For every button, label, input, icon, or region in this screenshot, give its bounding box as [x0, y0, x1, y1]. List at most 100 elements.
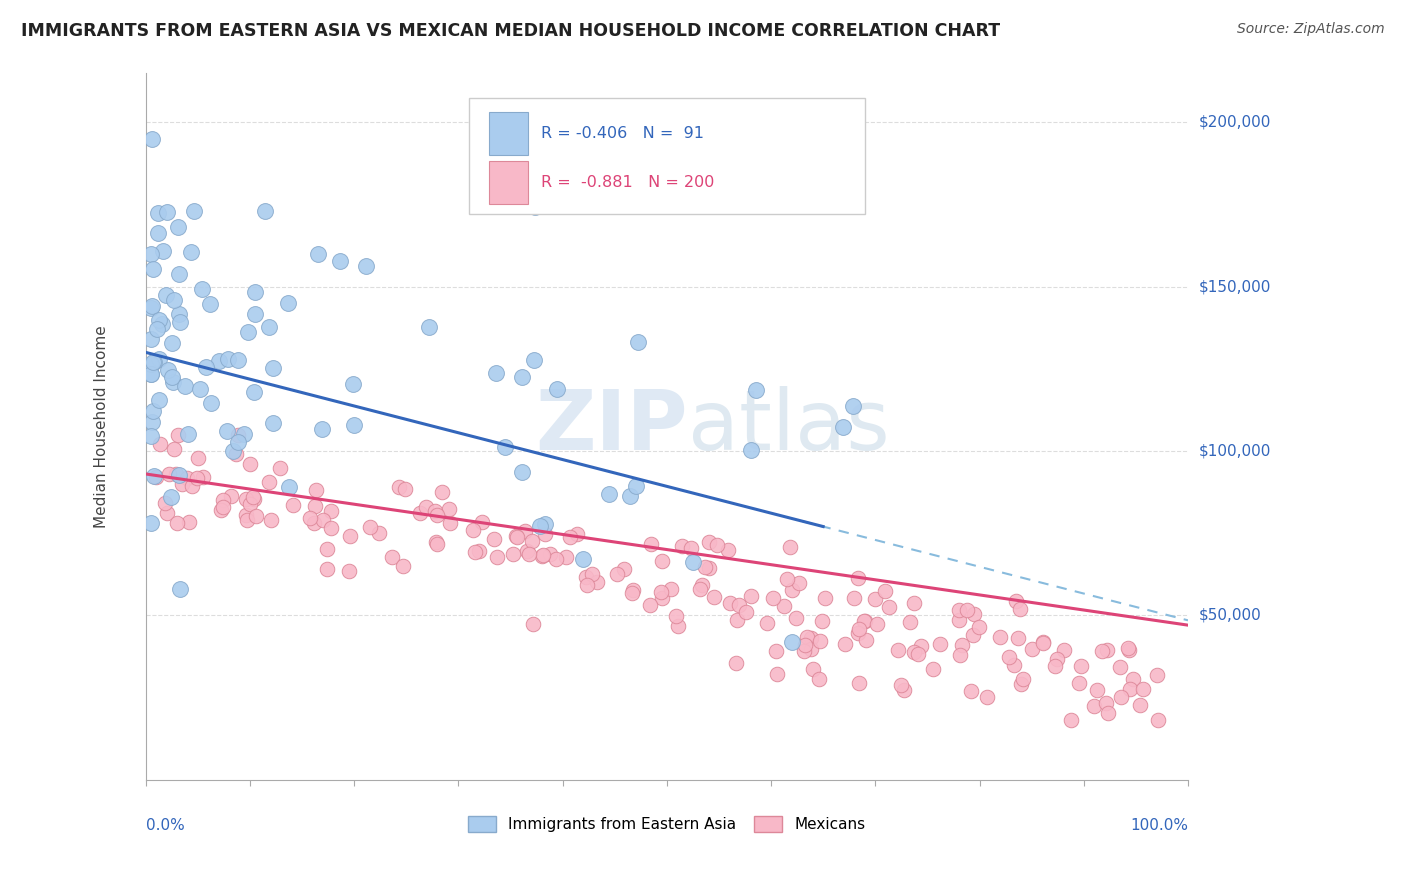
Text: $150,000: $150,000 — [1199, 279, 1271, 294]
Point — [586, 574, 609, 589]
Point — [156, 363, 179, 377]
Point — [575, 570, 598, 584]
Text: R =  -0.881   N = 200: R = -0.881 N = 200 — [541, 175, 714, 190]
Point — [494, 440, 516, 454]
Point — [621, 583, 644, 598]
Point — [1032, 635, 1054, 649]
Point — [1122, 672, 1144, 686]
Point — [139, 332, 162, 346]
Point — [139, 301, 162, 316]
Point — [1010, 676, 1032, 690]
Point — [531, 549, 554, 563]
Point — [312, 513, 335, 527]
Point — [682, 555, 704, 569]
Point — [219, 489, 242, 503]
Point — [211, 493, 233, 508]
Point — [484, 532, 506, 546]
Point — [176, 427, 198, 442]
Point — [426, 508, 449, 523]
Point — [187, 451, 209, 466]
Point — [949, 648, 972, 662]
Point — [150, 317, 173, 331]
Point — [650, 585, 672, 599]
Point — [598, 487, 620, 501]
Point — [866, 617, 889, 632]
Point — [624, 479, 647, 493]
Point — [640, 537, 662, 551]
Point — [1085, 683, 1108, 698]
Point — [1091, 644, 1114, 658]
Point — [148, 351, 170, 366]
Point — [319, 504, 342, 518]
Point — [1067, 676, 1090, 690]
Point — [855, 632, 877, 647]
Point — [1095, 643, 1118, 657]
Point — [190, 282, 212, 296]
Point — [262, 416, 284, 430]
Point — [877, 600, 900, 615]
FancyBboxPatch shape — [468, 98, 865, 214]
Point — [437, 502, 460, 516]
Point — [1146, 714, 1168, 728]
Point — [217, 351, 239, 366]
Point — [269, 461, 291, 475]
Point — [337, 564, 360, 578]
Point — [765, 644, 787, 658]
Legend: Immigrants from Eastern Asia, Mexicans: Immigrants from Eastern Asia, Mexicans — [468, 816, 865, 832]
Point — [215, 425, 238, 439]
Point — [853, 614, 876, 628]
Point — [1021, 642, 1043, 657]
Point — [155, 506, 177, 520]
Point — [470, 515, 492, 529]
Point — [1097, 706, 1119, 720]
Point — [510, 370, 533, 384]
Point — [785, 611, 807, 625]
Point — [703, 590, 725, 604]
Point — [245, 285, 267, 300]
Point — [575, 578, 598, 592]
Point — [148, 206, 170, 220]
Point — [779, 541, 801, 555]
Point — [461, 524, 484, 538]
Point — [666, 619, 689, 633]
Point — [1116, 640, 1139, 655]
Point — [664, 609, 686, 624]
Point — [222, 443, 245, 458]
Point — [181, 479, 204, 493]
Point — [426, 537, 449, 551]
Point — [956, 603, 979, 617]
Point — [727, 598, 749, 612]
Point — [177, 515, 200, 529]
Point — [329, 253, 352, 268]
Point — [853, 614, 876, 628]
Point — [167, 468, 190, 483]
Point — [1031, 635, 1053, 649]
Point — [832, 420, 855, 434]
Point — [167, 267, 190, 281]
Text: Source: ZipAtlas.com: Source: ZipAtlas.com — [1237, 22, 1385, 37]
Point — [516, 544, 538, 558]
Text: $100,000: $100,000 — [1199, 443, 1271, 458]
Point — [236, 513, 259, 527]
Point — [156, 205, 179, 219]
Point — [793, 644, 815, 658]
Point — [359, 520, 381, 534]
Point — [145, 470, 167, 484]
Point — [262, 361, 284, 376]
Point — [139, 367, 162, 381]
Point — [162, 335, 184, 350]
Point — [381, 549, 404, 564]
Point — [621, 586, 644, 600]
Point — [239, 457, 262, 471]
Point — [1132, 682, 1154, 697]
Point — [1012, 673, 1035, 687]
Point — [948, 603, 970, 617]
Point — [176, 471, 198, 485]
Point — [517, 547, 540, 561]
Point — [162, 376, 184, 390]
Text: 100.0%: 100.0% — [1130, 819, 1188, 833]
Point — [1010, 601, 1032, 615]
Point — [409, 506, 432, 520]
Point — [523, 200, 546, 214]
Point — [718, 596, 741, 610]
